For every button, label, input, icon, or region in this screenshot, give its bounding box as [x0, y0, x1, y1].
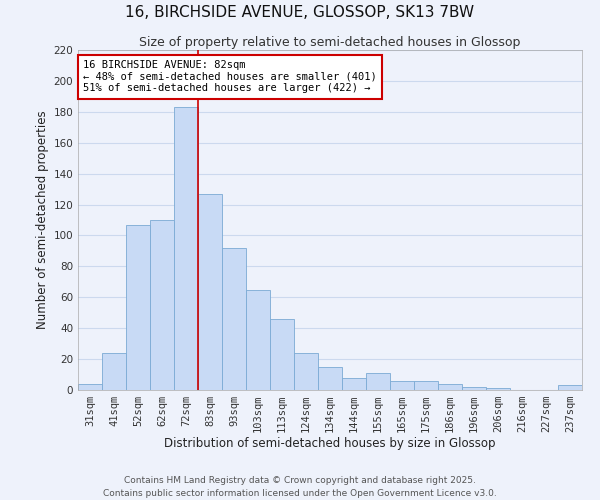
- Bar: [222, 248, 246, 390]
- Text: 16 BIRCHSIDE AVENUE: 82sqm
← 48% of semi-detached houses are smaller (401)
51% o: 16 BIRCHSIDE AVENUE: 82sqm ← 48% of semi…: [83, 60, 377, 94]
- Bar: [438, 384, 462, 390]
- Y-axis label: Number of semi-detached properties: Number of semi-detached properties: [36, 110, 49, 330]
- Bar: [414, 380, 438, 390]
- Bar: [102, 353, 126, 390]
- Bar: [318, 367, 342, 390]
- Bar: [270, 319, 294, 390]
- Text: 16, BIRCHSIDE AVENUE, GLOSSOP, SK13 7BW: 16, BIRCHSIDE AVENUE, GLOSSOP, SK13 7BW: [125, 5, 475, 20]
- Bar: [198, 194, 222, 390]
- Bar: [390, 380, 414, 390]
- Bar: [294, 353, 318, 390]
- Bar: [174, 107, 198, 390]
- Title: Size of property relative to semi-detached houses in Glossop: Size of property relative to semi-detach…: [139, 36, 521, 49]
- Bar: [486, 388, 510, 390]
- Text: Contains HM Land Registry data © Crown copyright and database right 2025.
Contai: Contains HM Land Registry data © Crown c…: [103, 476, 497, 498]
- X-axis label: Distribution of semi-detached houses by size in Glossop: Distribution of semi-detached houses by …: [164, 436, 496, 450]
- Bar: [558, 386, 582, 390]
- Bar: [342, 378, 366, 390]
- Bar: [462, 387, 486, 390]
- Bar: [366, 373, 390, 390]
- Bar: [126, 224, 150, 390]
- Bar: [150, 220, 174, 390]
- Bar: [246, 290, 270, 390]
- Bar: [78, 384, 102, 390]
